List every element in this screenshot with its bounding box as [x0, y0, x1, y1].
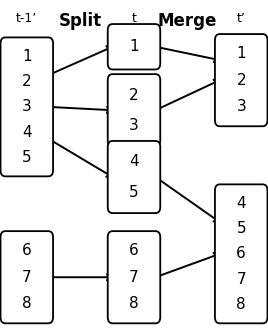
Text: 4: 4 [22, 125, 32, 140]
FancyBboxPatch shape [1, 37, 53, 176]
FancyBboxPatch shape [108, 231, 160, 323]
Text: 8: 8 [22, 297, 32, 311]
FancyBboxPatch shape [108, 74, 160, 146]
Text: 4: 4 [129, 155, 139, 169]
Text: 7: 7 [129, 270, 139, 285]
Text: 6: 6 [22, 243, 32, 258]
Text: 5: 5 [22, 150, 32, 165]
FancyBboxPatch shape [108, 24, 160, 69]
Text: 5: 5 [236, 221, 246, 236]
Text: t’: t’ [237, 12, 246, 25]
Text: 4: 4 [236, 196, 246, 210]
Text: 6: 6 [236, 246, 246, 261]
FancyBboxPatch shape [1, 231, 53, 323]
Text: t-1’: t-1’ [16, 12, 38, 25]
Text: 5: 5 [129, 185, 139, 199]
Text: 3: 3 [129, 118, 139, 133]
Text: 2: 2 [236, 73, 246, 88]
Text: 8: 8 [129, 297, 139, 311]
Text: 8: 8 [236, 297, 246, 312]
Text: 1: 1 [236, 46, 246, 61]
Text: 2: 2 [129, 88, 139, 103]
Text: 3: 3 [22, 100, 32, 114]
FancyBboxPatch shape [215, 34, 267, 126]
Text: 7: 7 [22, 270, 32, 285]
Text: 1: 1 [22, 49, 32, 63]
Text: Merge: Merge [158, 12, 217, 30]
Text: 1: 1 [129, 39, 139, 54]
FancyBboxPatch shape [215, 184, 267, 323]
Text: 7: 7 [236, 272, 246, 287]
FancyBboxPatch shape [108, 141, 160, 213]
Text: 2: 2 [22, 74, 32, 89]
Text: Split: Split [59, 12, 102, 30]
Text: 6: 6 [129, 243, 139, 258]
Text: t: t [132, 12, 136, 25]
Text: 3: 3 [236, 100, 246, 114]
